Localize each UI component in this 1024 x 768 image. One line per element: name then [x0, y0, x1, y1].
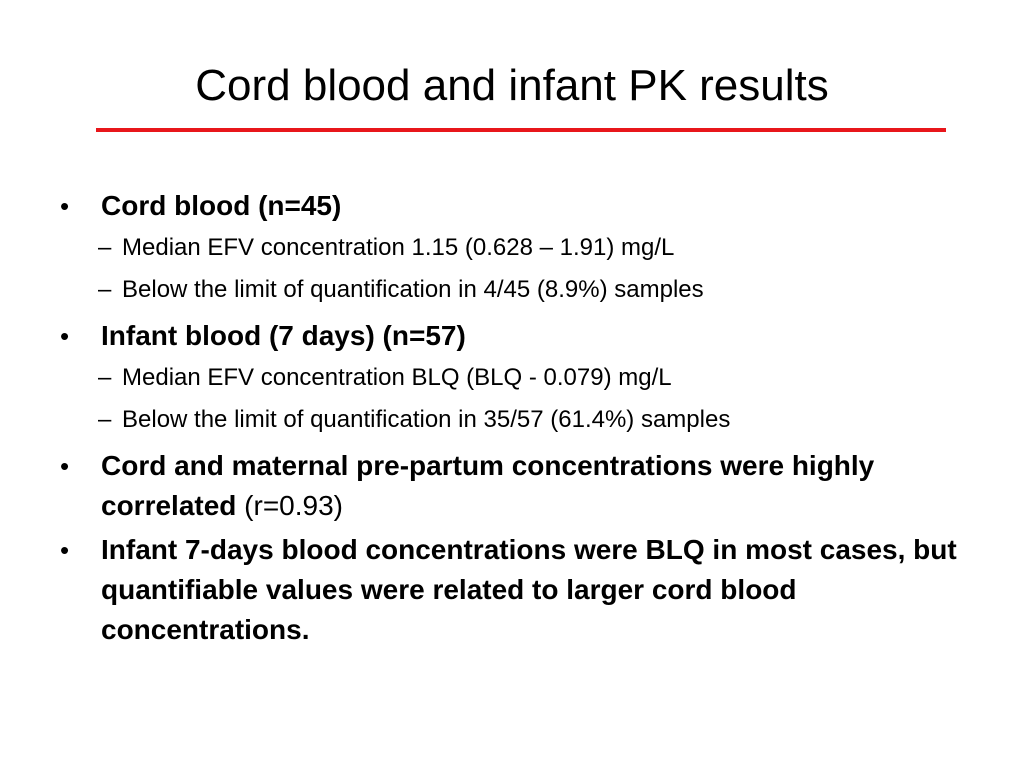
bullet-icon: • — [60, 535, 70, 565]
bullet-text: Cord blood (n=45) — [101, 190, 342, 221]
sub-bullet-text: Median EFV concentration BLQ (BLQ - 0.07… — [122, 364, 672, 391]
bullet-item: • Cord and maternal pre-partum concentra… — [58, 446, 958, 526]
title-underline — [96, 128, 946, 132]
sub-bullet-text: Below the limit of quantification in 35/… — [122, 406, 731, 433]
bullet-icon: • — [60, 191, 70, 221]
bullet-text: Infant blood (7 days) (n=57) — [101, 320, 466, 351]
sub-bullet-item: – Median EFV concentration 1.15 (0.628 –… — [58, 232, 958, 264]
bullet-item: • Infant 7-days blood concentrations wer… — [58, 530, 958, 650]
dash-icon: – — [98, 276, 112, 303]
sub-bullet-text: Median EFV concentration 1.15 (0.628 – 1… — [122, 234, 675, 261]
sub-bullet-item: – Below the limit of quantification in 3… — [58, 404, 958, 436]
slide-title: Cord blood and infant PK results — [195, 61, 829, 110]
bullet-item: • Infant blood (7 days) (n=57) — [58, 316, 958, 356]
dash-icon: – — [98, 364, 112, 391]
bullet-icon: • — [60, 451, 70, 481]
bullet-text: Infant 7-days blood concentrations were … — [101, 534, 957, 645]
dash-icon: – — [98, 406, 112, 433]
bullet-text: Cord and maternal pre-partum concentrati… — [101, 450, 875, 521]
bullet-icon: • — [60, 321, 70, 351]
dash-icon: – — [98, 234, 112, 261]
sub-bullet-item: – Below the limit of quantification in 4… — [58, 274, 958, 306]
sub-bullet-item: – Median EFV concentration BLQ (BLQ - 0.… — [58, 362, 958, 394]
bullet-text-normal: (r=0.93) — [236, 490, 344, 521]
bullet-list: • Cord blood (n=45) – Median EFV concent… — [58, 186, 958, 654]
bullet-item: • Cord blood (n=45) — [58, 186, 958, 226]
sub-bullet-text: Below the limit of quantification in 4/4… — [122, 276, 704, 303]
